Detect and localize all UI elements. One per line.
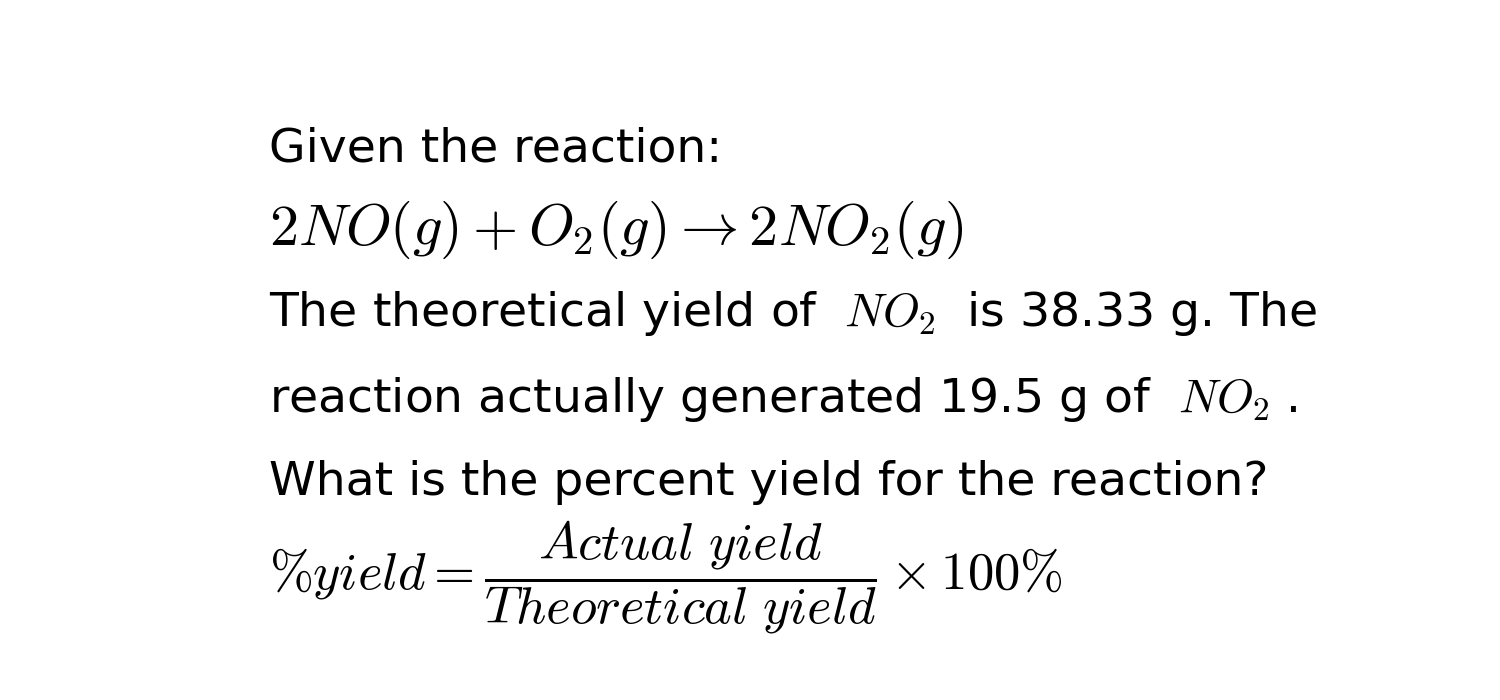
Text: Given the reaction:: Given the reaction:: [268, 126, 722, 172]
Text: $\%yield = \dfrac{Actual\ yield}{Theoretical\ yield} \times 100\%$: $\%yield = \dfrac{Actual\ yield}{Theoret…: [268, 519, 1064, 636]
Text: What is the percent yield for the reaction?: What is the percent yield for the reacti…: [268, 461, 1268, 505]
Text: The theoretical yield of $\ NO_2\ $ is 38.33 g. The: The theoretical yield of $\ NO_2\ $ is 3…: [268, 288, 1317, 337]
Text: $2NO(g) + O_2(g) \rightarrow 2NO_2(g)$: $2NO(g) + O_2(g) \rightarrow 2NO_2(g)$: [268, 199, 963, 260]
Text: reaction actually generated 19.5 g of $\ NO_2\ $.: reaction actually generated 19.5 g of $\…: [268, 374, 1298, 423]
